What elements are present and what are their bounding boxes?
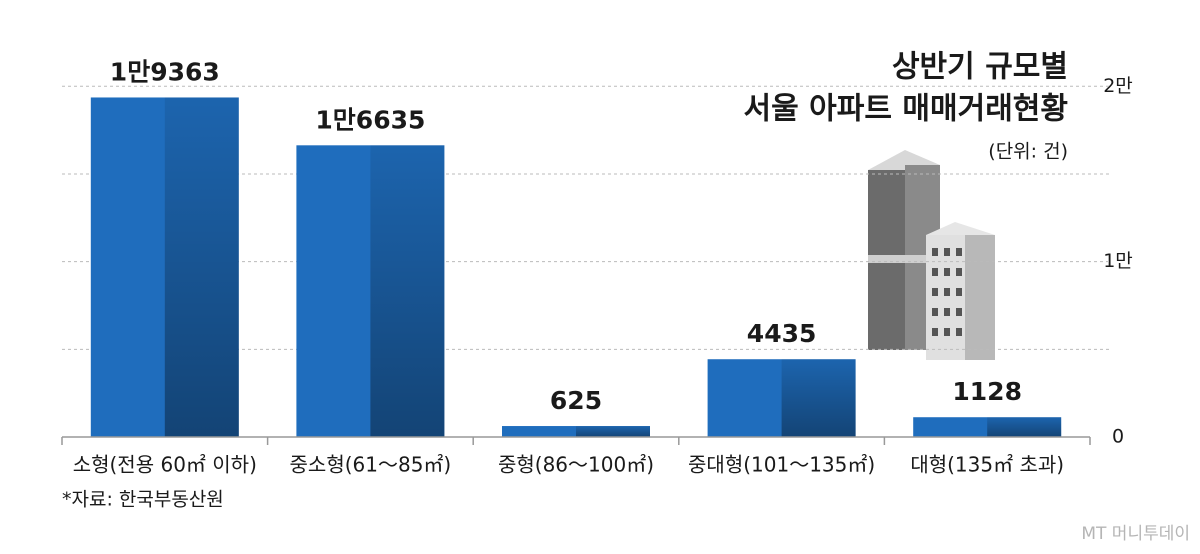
value-label: 1만6635 bbox=[315, 105, 425, 134]
value-label: 625 bbox=[550, 386, 602, 415]
bar-shade bbox=[576, 426, 650, 437]
bar-shade bbox=[987, 417, 1062, 437]
watermark: MT 머니투데이 bbox=[1081, 524, 1190, 544]
y-tick-label: 2만 bbox=[1103, 75, 1133, 97]
value-label: 1128 bbox=[952, 377, 1022, 406]
bar-shade bbox=[370, 145, 445, 438]
x-tick-label: 중소형(61～85㎡) bbox=[290, 453, 452, 477]
bar-shade bbox=[164, 97, 239, 437]
x-tick-label: 중대형(101～135㎡) bbox=[688, 453, 875, 477]
x-tick-label: 중형(86～100㎡) bbox=[498, 453, 654, 477]
value-label: 1만9363 bbox=[110, 57, 220, 86]
chart-subtitle: (단위: 건) bbox=[988, 141, 1068, 163]
chart-title: 상반기 규모별 bbox=[892, 50, 1068, 85]
source: *자료: 한국부동산원 bbox=[62, 489, 224, 511]
x-tick-label: 대형(135㎡ 초과) bbox=[910, 453, 1064, 477]
building-illustration bbox=[868, 150, 995, 360]
value-label: 4435 bbox=[747, 319, 817, 348]
chart-title: 서울 아파트 매매거래현황 bbox=[744, 92, 1069, 127]
x-tick-label: 소형(전용 60㎡ 이하) bbox=[73, 453, 257, 477]
y-tick-label: 1만 bbox=[1103, 250, 1133, 272]
y-tick-label: 0 bbox=[1112, 426, 1124, 448]
bar-shade bbox=[781, 359, 856, 437]
